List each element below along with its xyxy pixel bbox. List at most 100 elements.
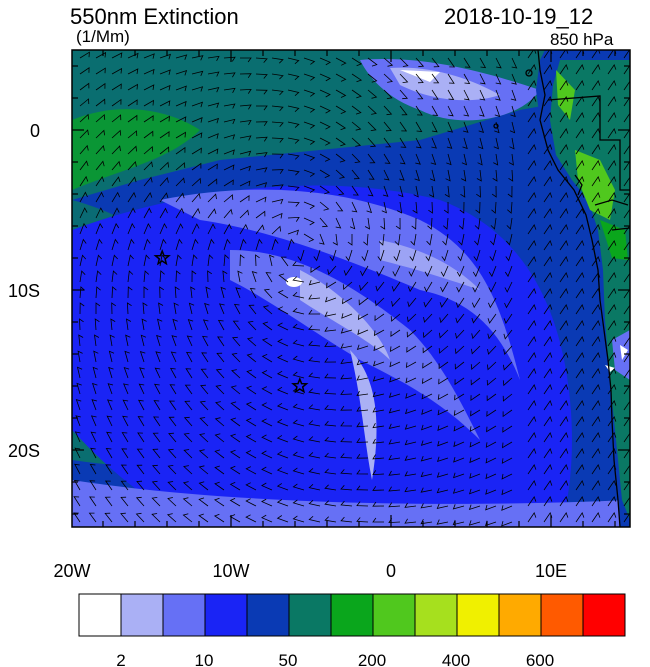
- wind-barb: [245, 434, 257, 443]
- wind-barb: [503, 313, 513, 324]
- wind-barb: [372, 470, 385, 476]
- wind-barb: [127, 207, 136, 219]
- wind-barb: [79, 175, 89, 187]
- wind-barb: [271, 198, 284, 205]
- wind-barb: [292, 339, 305, 347]
- wind-barb: [424, 281, 433, 293]
- wind-barb: [575, 320, 585, 331]
- wind-barb: [527, 512, 537, 523]
- wind-barb: [494, 105, 501, 118]
- wind-barb: [310, 265, 321, 273]
- wind-barb: [527, 368, 537, 379]
- wind-barb: [111, 129, 122, 139]
- wind-barb: [191, 162, 202, 171]
- wind-barb: [324, 326, 337, 332]
- wind-barb: [429, 169, 436, 182]
- wind-barb: [239, 195, 250, 203]
- wind-barb: [436, 503, 449, 509]
- wind-barb: [214, 465, 225, 475]
- wind-barb: [493, 137, 499, 150]
- wind-barb: [623, 160, 630, 171]
- wind-barb: [214, 417, 225, 427]
- wind-barb: [364, 217, 371, 230]
- wind-barb: [380, 217, 386, 230]
- station-markers: [153, 248, 309, 394]
- wind-barb: [351, 57, 363, 67]
- wind-barb: [151, 464, 161, 475]
- wind-barb: [287, 229, 300, 236]
- wind-barb: [223, 194, 234, 203]
- wind-barb: [287, 185, 300, 192]
- wind-barb: [472, 265, 481, 278]
- wind-barb: [135, 512, 145, 523]
- wind-barb: [527, 400, 537, 411]
- wind-barb: [319, 185, 330, 195]
- wind-barb: [335, 89, 347, 98]
- wind-barb: [159, 115, 170, 123]
- wind-barb: [319, 89, 331, 98]
- wind-barb: [73, 512, 81, 523]
- wind-barb: [399, 153, 406, 165]
- colorbar-label-2: 2: [116, 651, 125, 667]
- wind-barb: [170, 351, 177, 363]
- wind-barb: [395, 217, 401, 230]
- wind-barb: [559, 288, 569, 299]
- wind-barb: [453, 425, 465, 432]
- wind-barb: [367, 137, 377, 148]
- wind-barb: [246, 369, 257, 379]
- wind-barb: [324, 452, 337, 459]
- wind-barb: [256, 105, 268, 111]
- wind-barb: [356, 406, 369, 412]
- wind-barb: [356, 485, 369, 491]
- wind-barb: [510, 89, 517, 101]
- wind-barb: [575, 384, 585, 395]
- y-tick-10s: 10S: [8, 281, 40, 301]
- wind-barb: [367, 73, 378, 83]
- wind-barb: [276, 386, 289, 395]
- colorbar-swatch: [372, 593, 416, 637]
- wind-barb: [527, 384, 537, 395]
- wind-barb: [79, 302, 85, 315]
- wind-barb: [207, 223, 216, 235]
- wind-barb: [447, 121, 454, 133]
- wind-barb: [78, 334, 84, 347]
- wind-barb: [452, 504, 465, 510]
- wind-barb: [463, 89, 470, 101]
- wind-barb: [255, 210, 266, 219]
- wind-barb: [74, 447, 81, 459]
- wind-barb: [277, 322, 289, 331]
- wind-barb: [607, 512, 617, 523]
- wind-barb: [479, 89, 486, 101]
- wind-barb: [575, 288, 585, 299]
- wind-barb: [501, 457, 513, 464]
- wind-barb: [77, 350, 83, 363]
- wind-barb: [255, 136, 268, 142]
- wind-barb: [255, 238, 263, 251]
- wind-barb: [335, 169, 346, 179]
- wind-barb: [319, 121, 331, 130]
- wind-barb: [575, 144, 585, 155]
- wind-barb: [527, 50, 537, 59]
- x-tick-0: 0: [386, 561, 396, 581]
- wind-barb: [95, 176, 105, 187]
- wind-barb: [292, 323, 305, 331]
- wind-barb: [292, 435, 305, 443]
- wind-barb: [559, 432, 569, 443]
- wind-barb: [261, 466, 273, 475]
- wind-barb: [559, 64, 569, 75]
- colorbar-swatch: [456, 593, 500, 637]
- wind-barb: [455, 329, 465, 339]
- wind-barb: [223, 164, 235, 171]
- wind-barb: [575, 512, 585, 523]
- wind-barb: [127, 160, 137, 171]
- wind-barb: [430, 153, 437, 166]
- wind-barb: [397, 201, 403, 214]
- wind-barb: [123, 383, 129, 395]
- star-marker-west: [153, 248, 171, 266]
- wind-barb: [111, 83, 122, 91]
- wind-barb: [324, 436, 337, 443]
- wind-barb: [120, 512, 129, 523]
- wind-barb: [308, 452, 321, 459]
- wind-barb: [447, 105, 454, 117]
- wind-barb: [127, 114, 138, 123]
